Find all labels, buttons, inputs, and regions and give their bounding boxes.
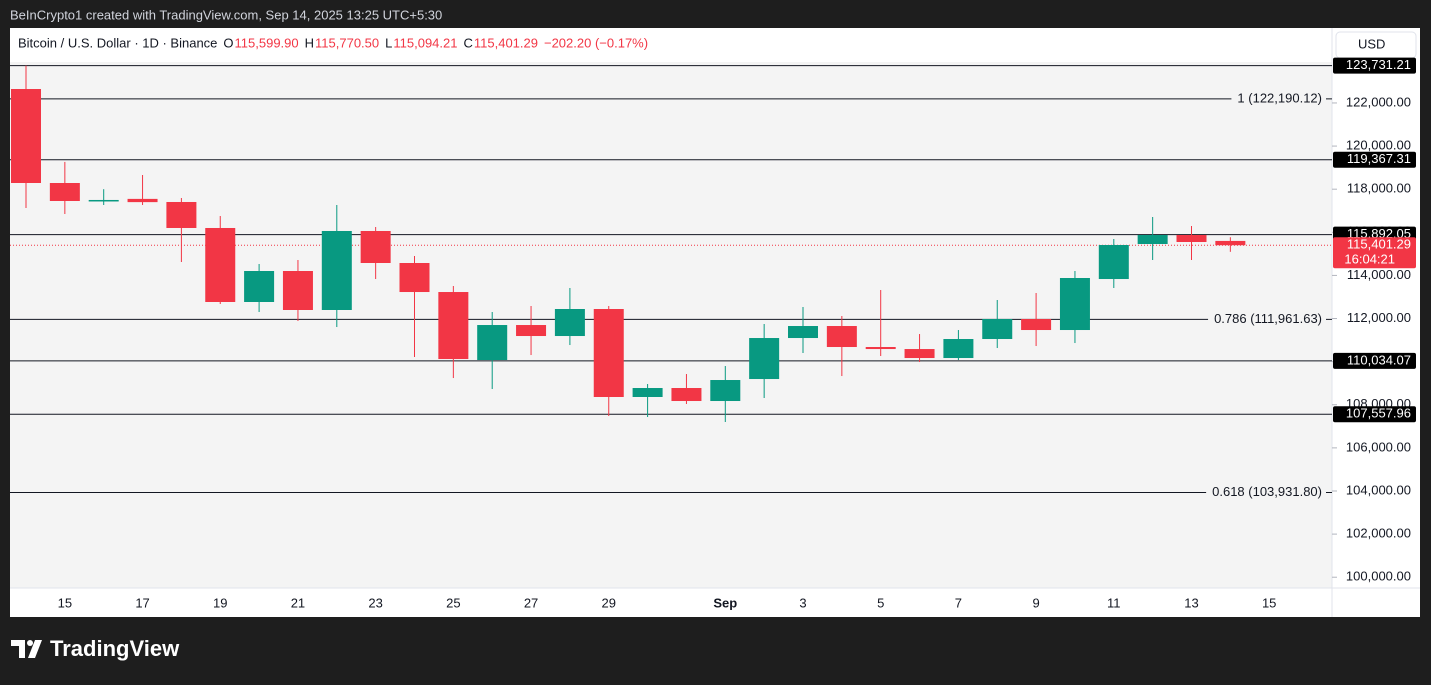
candle-body xyxy=(788,326,818,339)
legend-close: 115,401.29 xyxy=(474,35,538,50)
currency[interactable]: USD xyxy=(1358,36,1385,51)
level-label: 119,367.31 xyxy=(1347,151,1411,166)
last-price-label-bg xyxy=(1333,237,1416,269)
candle-body xyxy=(749,338,780,380)
fib-label-bg xyxy=(1231,90,1326,106)
level-label-bg xyxy=(1333,352,1416,369)
candle-body xyxy=(632,388,663,398)
candle-body xyxy=(1215,240,1246,246)
y-tick-label: 118,000.00 xyxy=(1347,181,1411,196)
candle-body xyxy=(282,270,313,310)
y-tick-label: 122,000.00 xyxy=(1346,94,1411,109)
candle-body xyxy=(1059,278,1090,331)
x-tick-label: 3 xyxy=(799,595,806,610)
candle-body xyxy=(865,347,896,350)
x-tick-label: 13 xyxy=(1184,595,1198,610)
legend-name: Bitcoin / U.S. Dollar · 1D · Binance xyxy=(18,35,217,50)
x-tick-label: 15 xyxy=(58,595,72,610)
watermark-logo xyxy=(11,640,42,658)
last-price-label: 115,401.29 xyxy=(1347,237,1411,252)
level-label: 107,557.96 xyxy=(1346,406,1411,421)
candle-body xyxy=(1021,319,1052,331)
y-tick-label: 114,000.00 xyxy=(1347,267,1411,282)
legend-high: 115,770.50 xyxy=(315,35,379,50)
candle-body xyxy=(710,380,741,402)
y-tick-label: 100,000.00 xyxy=(1346,569,1411,584)
candle-body xyxy=(904,349,935,359)
candle-body xyxy=(1176,234,1207,243)
x-tick-label: 11 xyxy=(1107,595,1121,610)
level-label-bg xyxy=(1333,406,1416,423)
y-tick-label: 102,000.00 xyxy=(1346,526,1411,541)
x-tick-label: 23 xyxy=(368,595,382,610)
fib-label: 0.786 (111,961.63) xyxy=(1214,311,1322,326)
x-tick-label: 9 xyxy=(1032,595,1039,610)
legend-low-label: L xyxy=(385,35,392,50)
x-tick-label: 19 xyxy=(213,595,227,610)
candle-body xyxy=(166,201,197,228)
candle-body xyxy=(205,227,236,302)
x-tick-label: 7 xyxy=(955,595,962,610)
x-tick-label: 5 xyxy=(877,595,884,610)
fib-label-bg xyxy=(1208,310,1326,326)
candle-body xyxy=(438,292,469,360)
candle-body xyxy=(982,319,1013,340)
x-tick-label: 15 xyxy=(1262,595,1276,610)
x-tick-label: Sep xyxy=(713,595,737,610)
x-tick-label: 21 xyxy=(291,595,305,610)
fib-label: 1 (122,190.12) xyxy=(1237,90,1322,105)
candle-body xyxy=(399,263,430,293)
legend-high-label: H xyxy=(305,35,314,50)
candle-body xyxy=(49,183,80,202)
candle-body xyxy=(943,339,974,359)
plot-area xyxy=(10,62,1332,588)
candle-body xyxy=(554,309,585,337)
countdown-label: 16:04:21 xyxy=(1344,252,1395,267)
y-tick-label: 112,000.00 xyxy=(1347,310,1411,325)
x-tick-label: 29 xyxy=(602,595,616,610)
candle-body xyxy=(826,326,857,348)
candle-body xyxy=(321,230,352,310)
y-tick-label: 106,000.00 xyxy=(1346,439,1411,454)
fib-label: 0.618 (103,931.80) xyxy=(1212,484,1322,499)
candle-body xyxy=(244,270,275,302)
x-tick-label: 25 xyxy=(446,595,460,610)
legend-close-label: C xyxy=(463,35,472,50)
candle-body xyxy=(360,230,391,264)
candle-body xyxy=(593,309,624,398)
x-tick-label: 27 xyxy=(524,595,538,610)
fib-label-bg xyxy=(1206,483,1326,499)
legend-change: −202.20 (−0.17%) xyxy=(544,35,648,50)
watermark: TradingView xyxy=(50,636,180,661)
candle-body xyxy=(516,325,547,337)
level-label: 123,731.21 xyxy=(1346,57,1411,72)
candle-body xyxy=(88,199,119,202)
x-tick-label: 17 xyxy=(135,595,149,610)
legend-open: 115,599.90 xyxy=(235,35,299,50)
y-tick-label: 120,000.00 xyxy=(1346,138,1411,153)
candle-body xyxy=(11,89,41,184)
level-label-bg xyxy=(1333,57,1416,74)
candle-body xyxy=(1137,234,1168,245)
candle-body xyxy=(127,198,158,203)
candle-body xyxy=(477,325,508,361)
candle-body xyxy=(671,388,702,402)
level-label-bg xyxy=(1333,151,1416,168)
level-label: 110,034.07 xyxy=(1347,352,1411,367)
legend-low: 115,094.21 xyxy=(393,35,457,50)
legend-open-label: O xyxy=(223,35,233,50)
y-tick-label: 104,000.00 xyxy=(1346,482,1411,497)
source-line: BeInCrypto1 created with TradingView.com… xyxy=(10,7,442,22)
candle-body xyxy=(1098,245,1129,280)
